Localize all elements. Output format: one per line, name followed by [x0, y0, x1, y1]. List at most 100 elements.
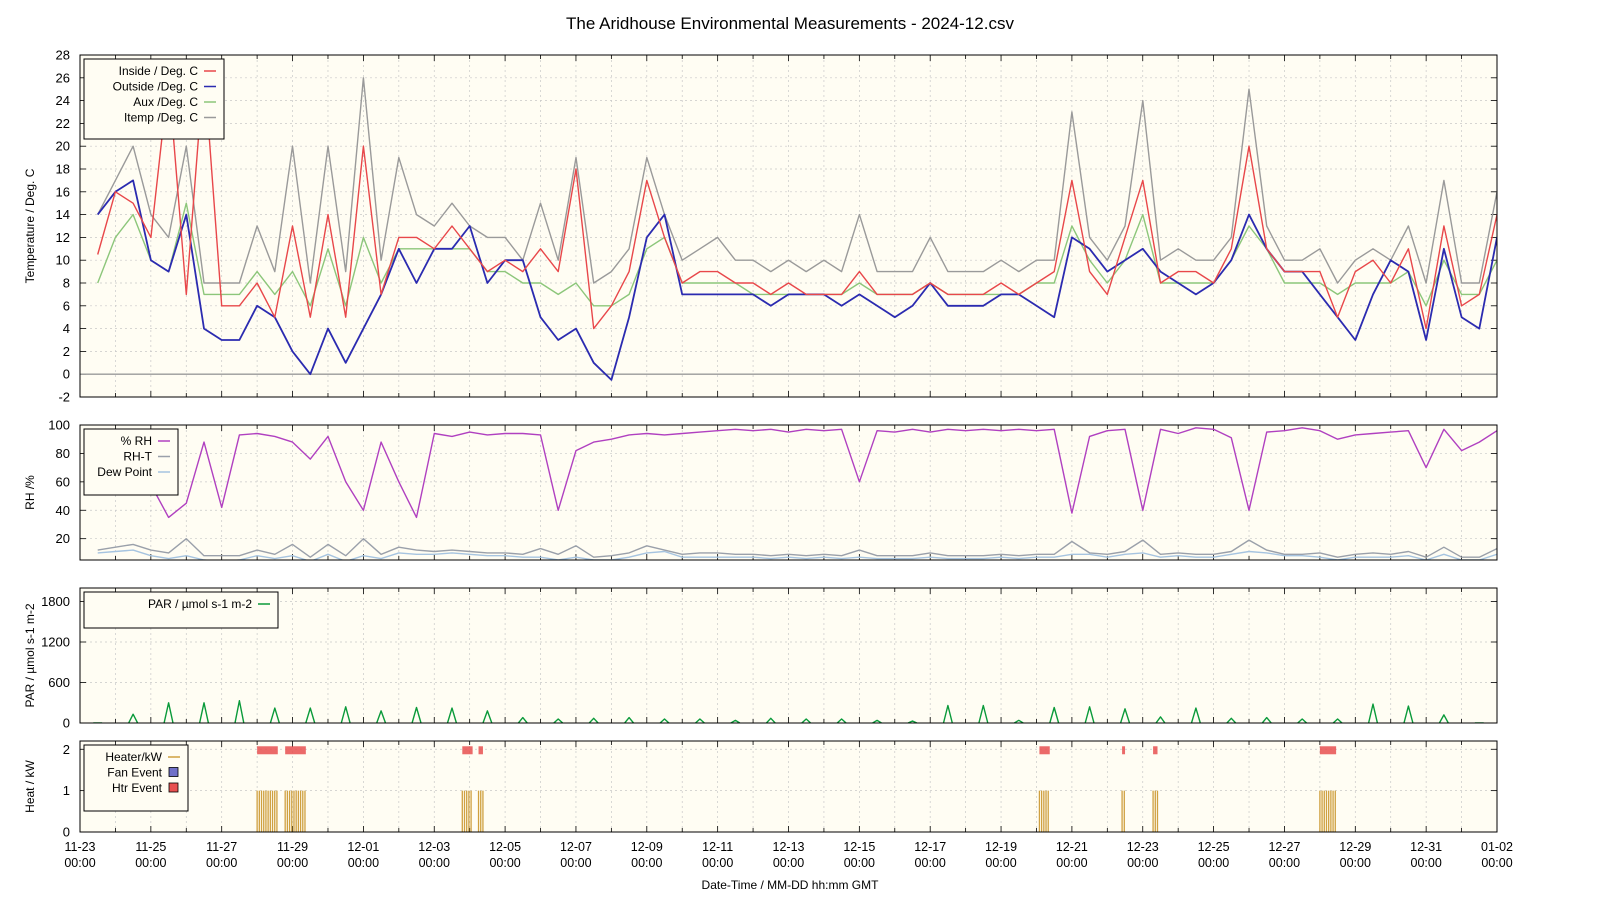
y-tick-label: 600 — [48, 675, 70, 690]
x-tick-time-label: 00:00 — [1481, 856, 1512, 870]
x-tick-label: 11-29 — [277, 840, 308, 854]
legend-label: Aux /Deg. C — [133, 95, 198, 109]
x-tick-label: 11-27 — [206, 840, 237, 854]
y-axis-label: RH /% — [23, 475, 37, 510]
plot-border — [79, 587, 1498, 724]
legend-swatch — [168, 767, 179, 777]
x-tick-label: 12-19 — [985, 840, 1017, 854]
y-tick-label: 1800 — [41, 594, 70, 609]
y-axis-label: Heat / kW — [23, 759, 37, 812]
y-tick-label: 0 — [63, 367, 70, 382]
y-tick-label: 20 — [56, 531, 70, 546]
y-tick-label: 18 — [56, 162, 70, 177]
x-tick-time-label: 00:00 — [915, 856, 946, 870]
series-line — [97, 65, 1497, 330]
x-tick-label: 12-13 — [773, 840, 805, 854]
htr-event-mark — [285, 746, 306, 755]
series-line — [97, 427, 1497, 519]
htr-event-mark — [478, 746, 483, 755]
legend-swatch — [168, 782, 179, 793]
y-tick-label: 22 — [56, 116, 70, 131]
plot-marks — [256, 746, 1337, 832]
plot-border — [79, 54, 1498, 398]
legend-label: Outside /Deg. C — [113, 80, 199, 94]
plot-marks — [80, 65, 1497, 381]
x-tick-label: 12-01 — [347, 840, 379, 854]
y-tick-label: 2 — [63, 742, 70, 757]
legend-label: Itemp /Deg. C — [124, 111, 198, 125]
legend-label: PAR / µmol s-1 m-2 — [148, 597, 252, 611]
x-tick-label: 12-25 — [1198, 840, 1230, 854]
series-line — [97, 549, 1497, 560]
chart-title: The Aridhouse Environmental Measurements… — [566, 14, 1014, 33]
y-tick-label: 20 — [56, 139, 70, 154]
htr-event-mark — [257, 746, 278, 755]
x-tick-label: 12-29 — [1339, 840, 1371, 854]
y-tick-label: -2 — [58, 390, 70, 405]
panel-3: 0 600 1200 1800 PAR / µmol s-1 m-2 PAR / µmol… — [23, 587, 1498, 731]
plot-marks — [93, 700, 1484, 723]
y-axis-label: Temperature / Deg. C — [23, 168, 37, 283]
plot-border — [79, 740, 1498, 833]
y-tick-label: 100 — [48, 418, 70, 433]
legend-label: Heater/kW — [105, 750, 162, 764]
legend-box — [83, 428, 179, 496]
y-tick-label: 4 — [63, 321, 70, 336]
x-tick-label: 12-31 — [1410, 840, 1442, 854]
x-tick-time-label: 00:00 — [277, 856, 308, 870]
x-tick-label: 12-11 — [702, 840, 733, 854]
y-tick-label: 6 — [63, 298, 70, 313]
x-tick-time-label: 00:00 — [1198, 856, 1229, 870]
x-tick-time-label: 00:00 — [348, 856, 379, 870]
legend-box — [83, 744, 189, 812]
x-tick-time-label: 00:00 — [702, 856, 733, 870]
htr-event-mark — [462, 746, 473, 755]
x-tick-time-label: 00:00 — [560, 856, 591, 870]
series-line — [97, 538, 1497, 558]
legend-box — [83, 591, 279, 629]
x-tick-time-label: 00:00 — [631, 856, 662, 870]
plot-area — [80, 588, 1497, 723]
y-tick-label: 12 — [56, 230, 70, 245]
x-tick-time-label: 00:00 — [419, 856, 450, 870]
series-line — [97, 77, 1497, 284]
x-tick-label: 11-23 — [64, 840, 95, 854]
x-tick-time-label: 00:00 — [206, 856, 237, 870]
legend-label: RH-T — [123, 450, 152, 464]
htr-event-mark — [1153, 746, 1158, 755]
x-tick-label: 12-27 — [1268, 840, 1300, 854]
y-tick-label: 14 — [56, 207, 70, 222]
htr-event-mark — [1122, 746, 1126, 755]
y-tick-label: 26 — [56, 70, 70, 85]
plot-border — [79, 424, 1498, 561]
y-axis-label: PAR / µmol s-1 m-2 — [23, 603, 37, 707]
y-tick-label: 10 — [56, 253, 70, 268]
x-tick-time-label: 00:00 — [1269, 856, 1300, 870]
x-tick-label: 12-09 — [631, 840, 663, 854]
x-axis-label: Date-Time / MM-DD hh:mm GMT — [702, 878, 880, 892]
x-tick-label: 12-15 — [843, 840, 875, 854]
y-tick-label: 40 — [56, 503, 70, 518]
htr-event-mark — [1039, 746, 1050, 755]
x-tick-label: 12-23 — [1127, 840, 1159, 854]
htr-event-mark — [1319, 746, 1337, 755]
y-tick-label: 80 — [56, 446, 70, 461]
y-tick-label: 60 — [56, 474, 70, 489]
x-tick-label: 11-25 — [135, 840, 166, 854]
series-line — [93, 700, 1484, 723]
x-tick-time-label: 00:00 — [64, 856, 95, 870]
y-tick-label: 8 — [63, 276, 70, 291]
x-tick-time-label: 00:00 — [1127, 856, 1158, 870]
x-tick-time-label: 00:00 — [135, 856, 166, 870]
y-tick-label: 0 — [63, 716, 70, 731]
x-tick-label: 12-17 — [914, 840, 946, 854]
legend-box — [83, 58, 225, 140]
plot-marks — [97, 427, 1497, 560]
y-tick-label: 16 — [56, 184, 70, 199]
x-tick-label: 12-05 — [489, 840, 521, 854]
legend: PAR / µmol s-1 m-2 — [83, 591, 279, 629]
